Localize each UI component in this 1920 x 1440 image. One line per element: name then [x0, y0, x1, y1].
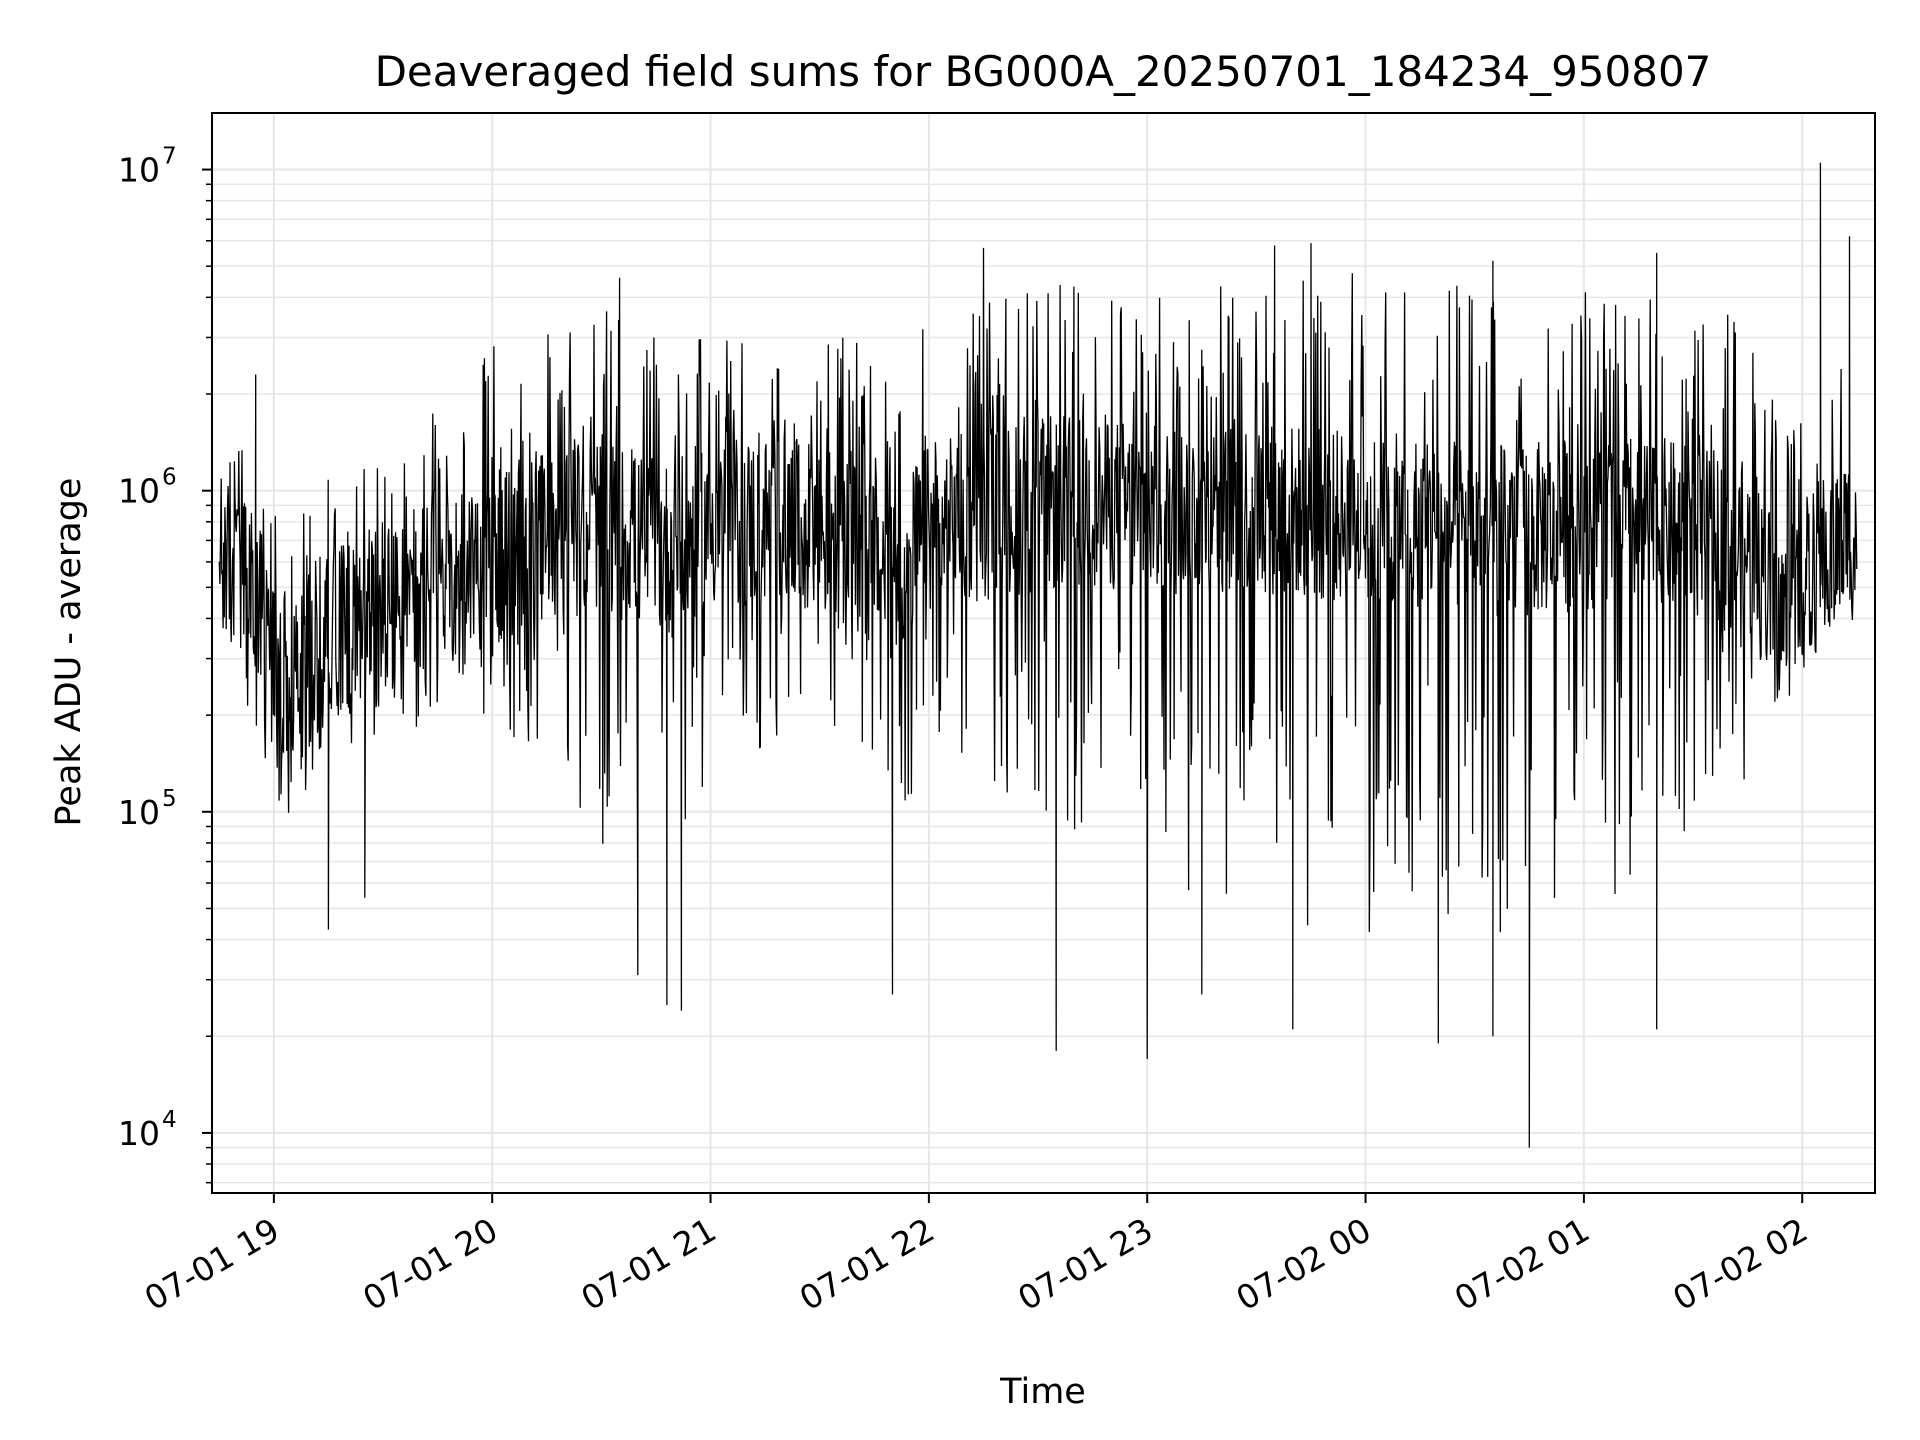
x-axis-label: Time: [999, 1372, 1086, 1412]
y-tick-exponent: 4: [162, 1107, 177, 1133]
y-tick-exponent: 6: [162, 465, 177, 491]
plot-frame: [211, 112, 1876, 1194]
chart-title: Deaveraged field sums for BG000A_2025070…: [375, 47, 1712, 96]
series-line: [218, 162, 1858, 1148]
y-tick-exponent: 5: [162, 786, 177, 812]
y-tick-label: 10: [118, 1114, 160, 1153]
series-path: [218, 162, 1858, 1148]
y-tick-exponent: 7: [162, 144, 177, 170]
y-tick-label: 10: [118, 793, 160, 832]
y-axis-label: Peak ADU - average: [49, 478, 89, 827]
y-tick-label: 10: [118, 151, 160, 190]
y-tick-label: 10: [118, 472, 160, 511]
